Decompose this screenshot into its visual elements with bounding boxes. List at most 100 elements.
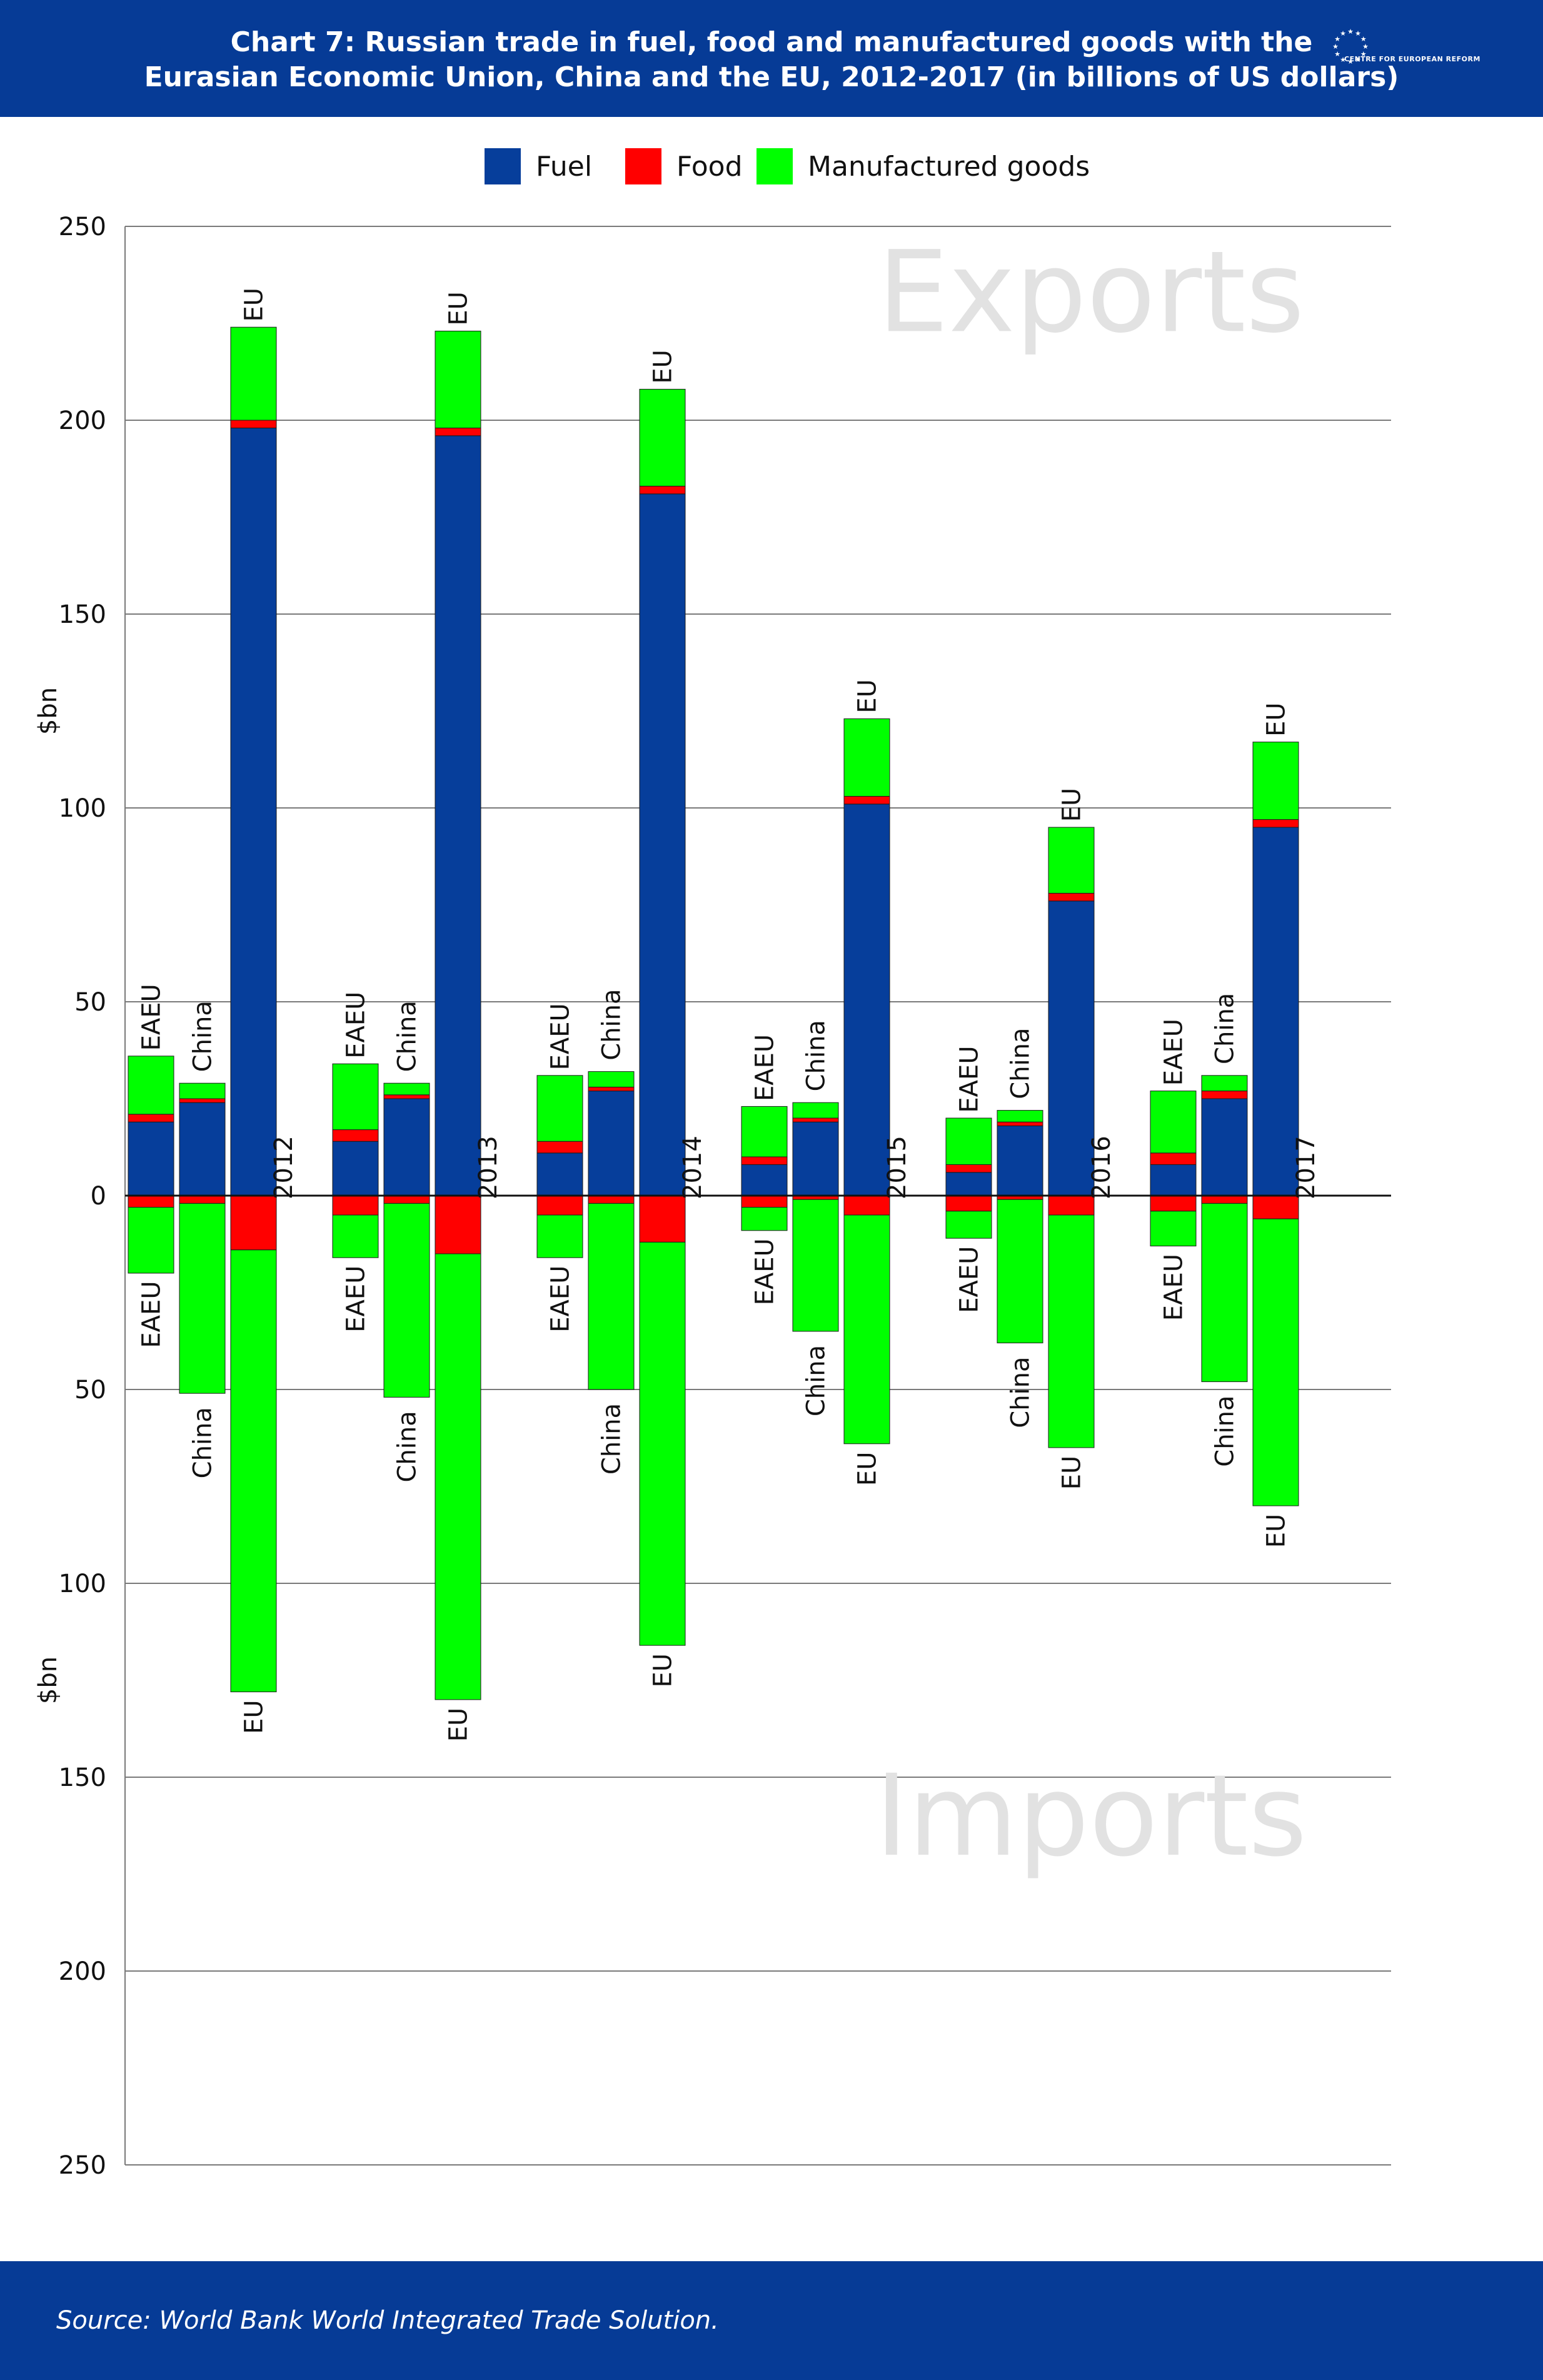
- legend-swatch: [485, 148, 521, 184]
- svg-text:★: ★: [1332, 43, 1339, 51]
- bar-label-import: EAEU: [138, 1281, 166, 1348]
- year-label: 2015: [883, 1136, 912, 1199]
- bar-segment-import-food: [640, 1196, 685, 1242]
- bar-label-import: EU: [853, 1452, 882, 1486]
- bar-segment-import-manufactured: [384, 1203, 430, 1397]
- bar-segment-export-manufactured: [1048, 827, 1094, 893]
- bar-label-import: EU: [445, 1708, 473, 1742]
- bar-segment-import-food: [333, 1196, 378, 1215]
- legend-label: Manufactured goods: [808, 151, 1090, 183]
- y-tick-label: 100: [59, 794, 106, 823]
- bar-segment-export-fuel: [179, 1102, 225, 1196]
- bar-segment-export-food: [384, 1095, 430, 1099]
- bar-label-export: EAEU: [1160, 1019, 1189, 1086]
- y-tick-label: 200: [59, 1957, 106, 1986]
- bar-segment-export-food: [1150, 1153, 1196, 1165]
- bar-label-export: China: [1007, 1027, 1035, 1099]
- bar-segment-import-manufactured: [946, 1211, 992, 1238]
- bar-segment-export-fuel: [588, 1091, 634, 1196]
- bar-segment-import-food: [946, 1196, 992, 1211]
- logo-text: CENTRE FOR EUROPEAN REFORM: [1344, 55, 1500, 63]
- bar-segment-import-manufactured: [1253, 1219, 1299, 1506]
- bar-segment-export-manufactured: [1253, 742, 1299, 820]
- bar-segment-export-manufactured: [1202, 1076, 1247, 1091]
- bar-segment-import-manufactured: [640, 1242, 685, 1645]
- legend-label: Food: [676, 151, 743, 183]
- bar-segment-import-manufactured: [741, 1208, 787, 1231]
- bar-segment-import-manufactured: [1048, 1215, 1094, 1448]
- bar-segment-export-food: [741, 1157, 787, 1164]
- bar-label-export: EAEU: [955, 1046, 984, 1112]
- bar-label-export: EAEU: [546, 1003, 575, 1070]
- bar-segment-export-food: [1253, 820, 1299, 827]
- bar-label-import: EAEU: [1160, 1254, 1189, 1321]
- y-tick-label: 50: [74, 988, 106, 1017]
- exports-region-label: Exports: [878, 227, 1305, 358]
- y-axis-label-imports: $bn: [34, 1656, 63, 1704]
- chart-title-line-1: Chart 7: Russian trade in fuel, food and…: [0, 25, 1543, 60]
- bar-segment-export-manufactured: [128, 1056, 174, 1114]
- bar-segment-import-food: [435, 1196, 481, 1254]
- bar-segment-export-manufactured: [793, 1102, 838, 1118]
- bar-label-export: EU: [240, 288, 269, 322]
- bar-segment-export-manufactured: [997, 1111, 1043, 1122]
- bar-segment-import-manufactured: [537, 1215, 583, 1258]
- bar-segment-export-fuel: [1202, 1099, 1247, 1196]
- chart-title-line-2: Eurasian Economic Union, China and the E…: [0, 60, 1543, 95]
- bar-label-import: China: [189, 1407, 218, 1478]
- bar-label-export: EU: [853, 679, 882, 713]
- bar-segment-export-manufactured: [435, 331, 481, 428]
- y-tick-label: 200: [59, 406, 106, 435]
- bar-segment-import-manufactured: [1150, 1211, 1196, 1246]
- year-label: 2016: [1087, 1136, 1116, 1199]
- bar-segment-export-food: [793, 1118, 838, 1122]
- bar-segment-export-fuel: [793, 1122, 838, 1196]
- y-tick-label: 100: [59, 1570, 106, 1598]
- bar-segment-import-food: [128, 1196, 174, 1208]
- year-label: 2014: [678, 1136, 707, 1199]
- bar-segment-export-manufactured: [844, 719, 890, 796]
- y-tick-label: 50: [74, 1376, 106, 1404]
- bar-label-import: EAEU: [955, 1246, 984, 1313]
- bar-segment-import-food: [231, 1196, 276, 1250]
- bar-label-import: China: [393, 1411, 422, 1482]
- bar-segment-import-food: [537, 1196, 583, 1215]
- bar-label-export: China: [393, 1001, 422, 1072]
- bar-segment-export-manufactured: [588, 1072, 634, 1087]
- bar-label-export: China: [802, 1020, 831, 1091]
- bar-segment-export-fuel: [741, 1164, 787, 1196]
- bar-label-export: EU: [1058, 788, 1087, 822]
- y-tick-label: 250: [59, 213, 106, 241]
- bar-segment-export-fuel: [435, 436, 481, 1196]
- chart-header-banner: Chart 7: Russian trade in fuel, food and…: [0, 0, 1543, 117]
- imports-region-label: Imports: [875, 1751, 1307, 1882]
- bar-label-export: EAEU: [138, 984, 166, 1051]
- bar-segment-export-manufactured: [179, 1083, 225, 1099]
- bar-segment-export-fuel: [1150, 1164, 1196, 1196]
- bar-segment-export-manufactured: [1150, 1091, 1196, 1153]
- bar-segment-export-fuel: [640, 494, 685, 1196]
- bar-label-import: EAEU: [751, 1238, 780, 1305]
- bar-label-import: EU: [240, 1700, 269, 1734]
- legend: Fuel Food Manufactured goods: [485, 148, 1090, 184]
- year-label: 2013: [474, 1136, 503, 1199]
- bar-segment-export-fuel: [997, 1126, 1043, 1196]
- bar-segment-export-food: [179, 1099, 225, 1102]
- bar-segment-export-fuel: [333, 1141, 378, 1196]
- bar-segment-import-manufactured: [128, 1208, 174, 1273]
- legend-label: Fuel: [536, 151, 592, 183]
- svg-text:★: ★: [1340, 29, 1346, 38]
- bar-label-export: EU: [1262, 702, 1291, 737]
- footer-banner: Source: World Bank World Integrated Trad…: [0, 2261, 1543, 2380]
- bar-label-import: China: [598, 1403, 626, 1475]
- bar-segment-export-food: [1048, 893, 1094, 900]
- bar-segment-import-food: [588, 1196, 634, 1203]
- bar-segment-export-food: [997, 1122, 1043, 1126]
- svg-text:★: ★: [1347, 28, 1354, 36]
- bar-segment-export-manufactured: [231, 327, 276, 420]
- bar-segment-import-food: [1202, 1196, 1247, 1203]
- bar-segment-export-manufactured: [333, 1064, 378, 1129]
- bar-label-export: China: [1211, 993, 1240, 1064]
- bar-segment-import-manufactured: [844, 1215, 890, 1444]
- bar-label-export: China: [189, 1001, 218, 1072]
